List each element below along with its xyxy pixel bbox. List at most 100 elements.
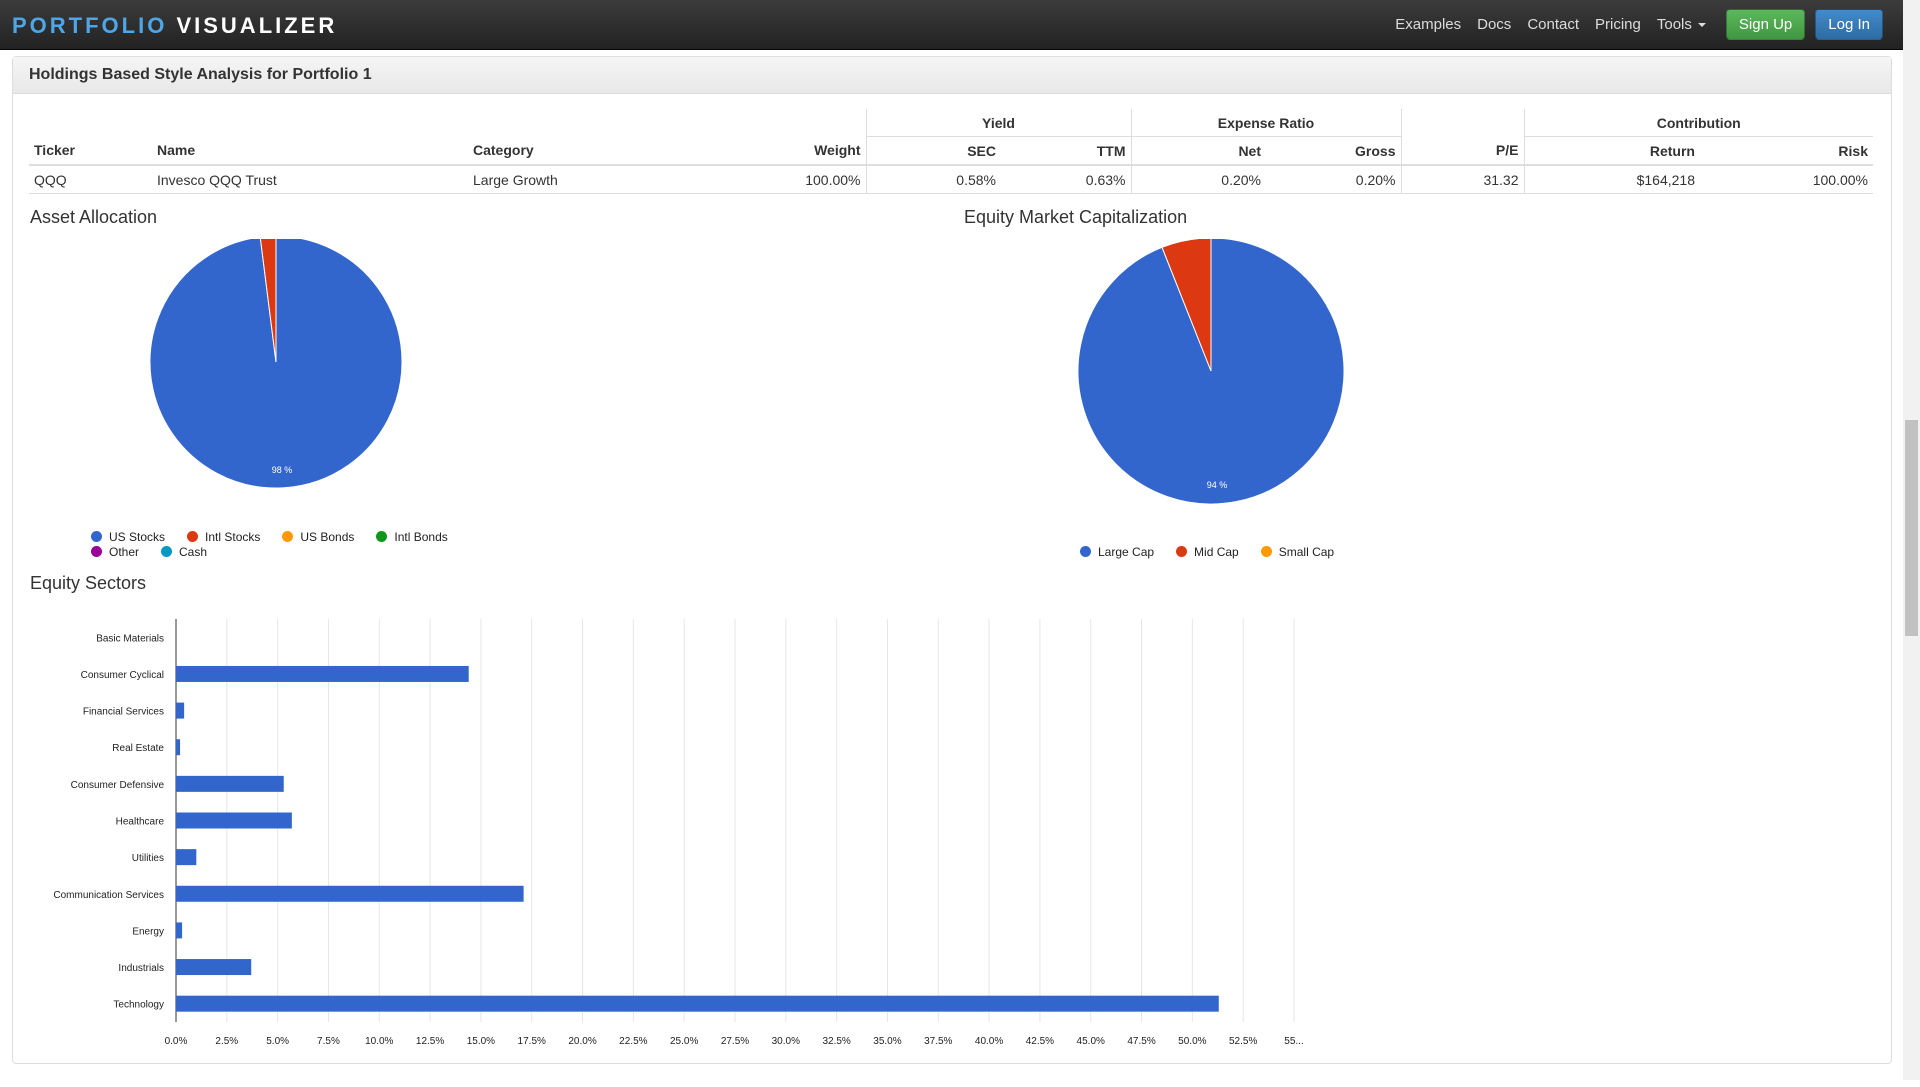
asset-allocation-data-label: 98 % — [272, 465, 293, 475]
x-tick-label: 15.0% — [467, 1036, 495, 1047]
legend-item-small-cap[interactable]: Small Cap — [1260, 545, 1334, 559]
x-tick-label: 35.0% — [873, 1036, 901, 1047]
legend-label: US Stocks — [109, 529, 166, 544]
col-header-gross[interactable]: Gross — [1266, 136, 1401, 166]
bar-energy[interactable] — [176, 922, 183, 939]
cell-ticker[interactable]: QQQ — [29, 165, 152, 194]
bar-financial-services[interactable] — [176, 702, 185, 719]
legend-dot-icon — [187, 531, 199, 542]
table-group-header-row: Yield Expense Ratio Contribution — [29, 109, 1873, 137]
x-tick-label: 40.0% — [975, 1036, 1003, 1047]
asset-allocation-slice-us-stocks[interactable] — [149, 239, 403, 489]
cell-weight: 100.00% — [698, 165, 866, 194]
legend-label: Intl Bonds — [394, 529, 448, 544]
bar-utilities[interactable] — [176, 849, 197, 866]
legend-dot-icon — [91, 531, 102, 542]
legend-label: Mid Cap — [1194, 544, 1239, 559]
bar-consumer-cyclical[interactable] — [176, 665, 469, 682]
x-tick-label: 55... — [1284, 1036, 1303, 1047]
legend-item-mid-cap[interactable]: Mid Cap — [1176, 545, 1239, 559]
col-header-return[interactable]: Return — [1523, 136, 1700, 166]
x-tick-label: 2.5% — [215, 1036, 238, 1047]
market-cap-data-label: 94 % — [1207, 480, 1228, 490]
caret-down-icon — [1697, 23, 1706, 28]
x-tick-label: 45.0% — [1077, 1036, 1105, 1047]
x-tick-label: 0.0% — [165, 1036, 188, 1047]
col-header-name[interactable]: Name — [152, 136, 468, 166]
x-tick-label: 42.5% — [1026, 1036, 1054, 1047]
market-cap-legend: Large Cap Mid Cap Small Cap — [1080, 544, 1356, 559]
legend-item-intl-stocks[interactable]: Intl Stocks — [187, 530, 260, 544]
legend-label: Other — [109, 544, 140, 559]
x-tick-label: 25.0% — [670, 1036, 698, 1047]
x-tick-label: 17.5% — [518, 1036, 546, 1047]
col-header-category[interactable]: Category — [468, 136, 698, 166]
legend-item-us-stocks[interactable]: US Stocks — [91, 530, 165, 544]
market-cap-slice-large-cap[interactable] — [1077, 239, 1345, 505]
x-tick-label: 52.5% — [1229, 1036, 1257, 1047]
x-tick-label: 32.5% — [822, 1036, 850, 1047]
legend-item-large-cap[interactable]: Large Cap — [1080, 545, 1154, 559]
bar-real-estate[interactable] — [176, 739, 181, 756]
cell-return: $164,218 — [1523, 165, 1700, 194]
asset-allocation-slice-intl-stocks[interactable] — [259, 239, 277, 363]
asset-allocation-legend: US Stocks Intl Stocks US Bonds Intl Bond… — [91, 529, 470, 559]
group-header-expense: Expense Ratio — [1130, 109, 1401, 137]
x-tick-label: 10.0% — [365, 1036, 393, 1047]
col-header-sec[interactable]: SEC — [865, 136, 1001, 166]
cell-ttm: 0.63% — [1001, 165, 1131, 194]
cell-risk: 100.00% — [1700, 165, 1873, 194]
nav-link-docs[interactable]: Docs — [1477, 16, 1512, 33]
table-row: QQQ Invesco QQQ Trust Large Growth 100.0… — [29, 165, 1873, 194]
group-header-yield: Yield — [865, 109, 1131, 137]
legend-dot-icon — [161, 546, 173, 557]
legend-item-other[interactable]: Other — [91, 545, 139, 559]
legend-label: Large Cap — [1098, 544, 1155, 559]
group-header-contribution: Contribution — [1523, 109, 1873, 137]
col-header-pe[interactable]: P/E — [1400, 136, 1524, 166]
bar-communication-services[interactable] — [176, 885, 524, 902]
nav-link-examples[interactable]: Examples — [1395, 16, 1462, 33]
col-header-ticker[interactable]: Ticker — [29, 136, 152, 166]
nav-links: Examples Docs Contact Pricing Tools Sign… — [1395, 0, 1903, 49]
nav-link-contact[interactable]: Contact — [1527, 16, 1580, 33]
y-category-label: Real Estate — [112, 743, 164, 754]
bar-healthcare[interactable] — [176, 812, 292, 829]
signup-button[interactable]: Sign Up — [1725, 9, 1806, 40]
page-scrollbar[interactable] — [1903, 0, 1920, 1080]
legend-item-cash[interactable]: Cash — [161, 545, 207, 559]
x-tick-label: 5.0% — [266, 1036, 289, 1047]
nav-link-pricing[interactable]: Pricing — [1595, 16, 1641, 33]
brand-logo[interactable]: PORTFOLIO VISUALIZER — [12, 13, 337, 39]
legend-label: US Bonds — [300, 529, 355, 544]
legend-dot-icon — [1080, 546, 1091, 557]
market-cap-slice-mid-cap[interactable] — [1161, 239, 1212, 372]
col-header-weight[interactable]: Weight — [698, 136, 866, 166]
asset-allocation-pie-chart: 98 % — [149, 239, 403, 489]
bar-technology[interactable] — [176, 995, 1219, 1012]
y-category-label: Energy — [132, 926, 164, 937]
bar-industrials[interactable] — [176, 959, 252, 976]
legend-dot-icon — [1260, 546, 1272, 557]
x-tick-label: 50.0% — [1178, 1036, 1206, 1047]
scrollbar-thumb[interactable] — [1905, 420, 1918, 636]
col-header-ttm[interactable]: TTM — [1001, 136, 1131, 166]
col-header-risk[interactable]: Risk — [1700, 136, 1873, 166]
cell-category: Large Growth — [468, 165, 698, 194]
col-header-net[interactable]: Net — [1130, 136, 1266, 166]
market-cap-pie-chart: 94 % — [1077, 239, 1345, 505]
legend-label: Cash — [179, 544, 208, 559]
x-tick-label: 37.5% — [924, 1036, 952, 1047]
nav-dropdown-tools[interactable]: Tools — [1657, 16, 1706, 33]
cell-gross: 0.20% — [1266, 165, 1401, 194]
legend-item-us-bonds[interactable]: US Bonds — [282, 530, 354, 544]
legend-item-intl-bonds[interactable]: Intl Bonds — [376, 529, 448, 544]
x-tick-label: 27.5% — [721, 1036, 749, 1047]
y-category-label: Industrials — [118, 963, 164, 974]
y-category-label: Consumer Cyclical — [81, 670, 164, 681]
legend-dot-icon — [1176, 546, 1188, 557]
style-analysis-panel: Holdings Based Style Analysis for Portfo… — [12, 56, 1892, 1064]
bar-consumer-defensive[interactable] — [176, 775, 284, 792]
login-button[interactable]: Log In — [1815, 9, 1883, 40]
cell-net: 0.20% — [1130, 165, 1266, 194]
